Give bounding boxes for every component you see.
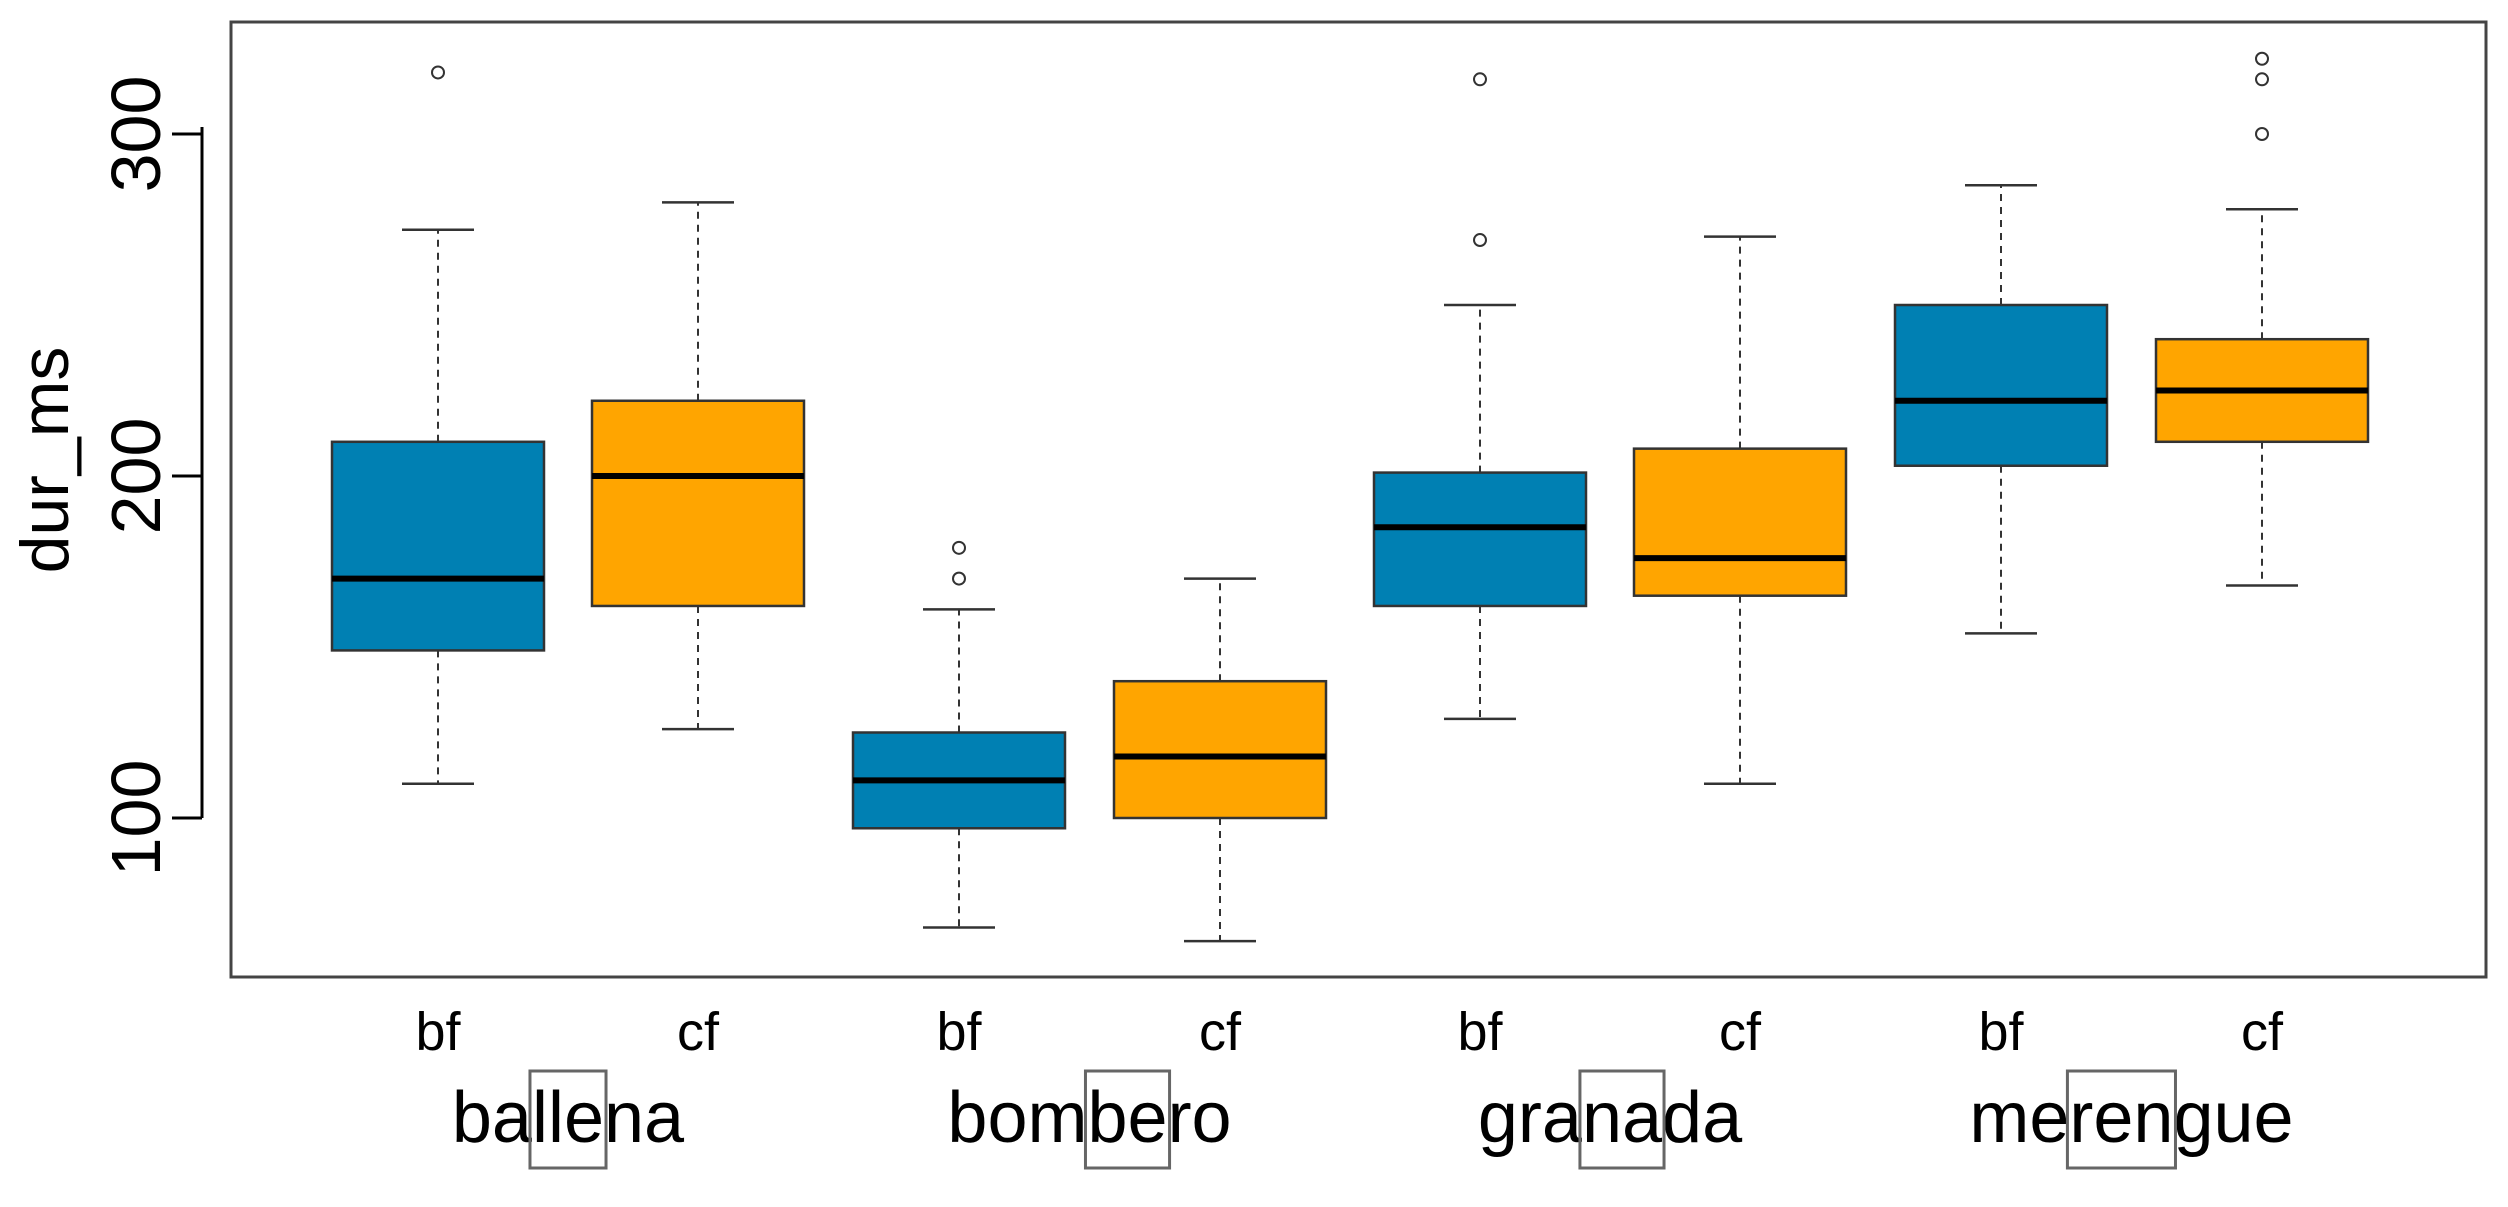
syllable-highlight-box: [1578, 1069, 1666, 1170]
syllable: gra: [1478, 1078, 1583, 1158]
syllable: ro: [1168, 1078, 1232, 1158]
outlier-point: [2255, 127, 2269, 141]
word-label: merengue: [1969, 1078, 2293, 1158]
x-tick-label-cf: cf: [1199, 1002, 1242, 1062]
box-iqr: [1372, 471, 1588, 608]
syllable: ba: [452, 1078, 533, 1158]
outlier-point: [1473, 72, 1487, 87]
box-cf-group-1: [590, 201, 806, 731]
x-tick-label-bf: bf: [415, 1002, 461, 1062]
y-axis-ticks: 100 200 300: [97, 76, 202, 877]
outlier-point: [2255, 51, 2269, 66]
x-tick-label-bf: bf: [936, 1002, 982, 1062]
word-label: granada: [1478, 1078, 1743, 1158]
box-bf-group-1: [330, 65, 546, 786]
syllable-highlight-box: [1083, 1069, 1172, 1170]
box-cf-group-3: [1632, 235, 1848, 786]
syllable-highlight-box: [2065, 1069, 2177, 1170]
outlier-point: [952, 571, 966, 586]
x-tick-label-bf: bf: [1457, 1002, 1503, 1062]
outlier-point: [952, 540, 966, 555]
box-bf-group-4: [1893, 184, 2109, 635]
word-label: ballena: [452, 1078, 685, 1158]
y-tick-label: 100: [97, 760, 175, 877]
box-iqr: [590, 399, 806, 608]
stressed-syllable: ren: [2069, 1078, 2173, 1158]
syllable: me: [1969, 1078, 2069, 1158]
syllable: bom: [947, 1078, 1087, 1158]
y-tick-label: 200: [97, 418, 175, 535]
plot-frame: [229, 20, 2488, 979]
box-cf-group-2: [1112, 577, 1328, 943]
y-tick-label: 300: [97, 76, 175, 193]
stressed-syllable: lle: [532, 1078, 604, 1158]
box-iqr: [1893, 303, 2109, 467]
syllable-highlight-box: [528, 1069, 608, 1170]
box-iqr: [330, 440, 546, 652]
outlier-point: [431, 65, 445, 80]
x-tick-label-bf: bf: [1978, 1002, 2024, 1062]
stressed-syllable: na: [1582, 1078, 1663, 1158]
outlier-point: [1473, 233, 1487, 248]
x-tick-label-cf: cf: [2241, 1002, 2284, 1062]
syllable: gue: [2173, 1078, 2293, 1158]
box-bf-group-2: [851, 540, 1067, 929]
x-tick-label-cf: cf: [677, 1002, 720, 1062]
boxes: [330, 51, 2370, 943]
box-cf-group-4: [2154, 51, 2370, 587]
box-iqr: [1632, 447, 1848, 597]
syllable: da: [1662, 1078, 1743, 1158]
box-bf-group-3: [1372, 72, 1588, 721]
x-tick-label-cf: cf: [1719, 1002, 1762, 1062]
outlier-point: [2255, 72, 2269, 87]
stressed-syllable: be: [1087, 1078, 1167, 1158]
y-axis-label: dur_ms: [7, 347, 83, 574]
syllable: na: [604, 1078, 685, 1158]
word-label: bombero: [947, 1078, 1231, 1158]
box-iqr: [1112, 679, 1328, 820]
